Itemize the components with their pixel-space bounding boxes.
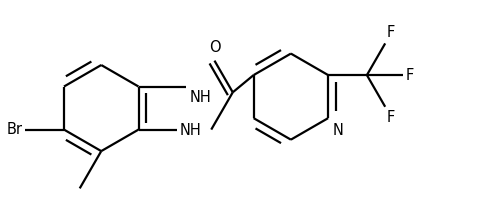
Text: NH: NH xyxy=(179,123,201,138)
Text: F: F xyxy=(386,25,395,40)
Text: N: N xyxy=(332,123,343,138)
Text: F: F xyxy=(406,68,414,83)
Text: NH: NH xyxy=(189,90,211,105)
Text: Br: Br xyxy=(7,122,23,137)
Text: O: O xyxy=(209,40,220,55)
Text: F: F xyxy=(386,110,395,125)
